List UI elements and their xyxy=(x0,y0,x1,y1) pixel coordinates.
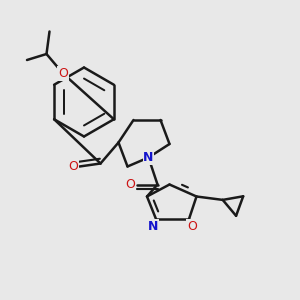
Text: O: O xyxy=(126,178,135,191)
Text: N: N xyxy=(143,151,154,164)
Text: N: N xyxy=(148,220,158,233)
Text: O: O xyxy=(187,220,197,233)
Text: O: O xyxy=(58,67,68,80)
Text: O: O xyxy=(69,160,78,173)
